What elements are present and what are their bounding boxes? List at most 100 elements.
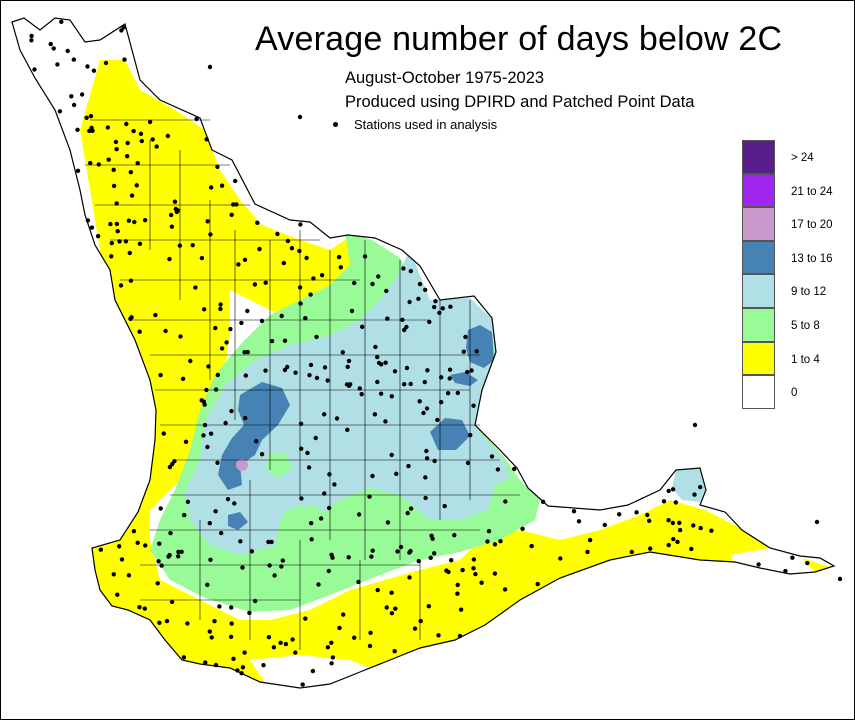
- station-dot: [272, 573, 277, 578]
- station-dot: [217, 604, 222, 609]
- station-dot: [243, 415, 248, 421]
- station-dot: [122, 57, 127, 62]
- station-dot: [205, 582, 210, 587]
- station-dot: [423, 475, 428, 480]
- station-dot: [318, 516, 324, 521]
- station-dot: [88, 114, 94, 119]
- station-dot: [398, 544, 404, 550]
- station-dot: [135, 540, 140, 545]
- station-dot: [645, 512, 650, 518]
- station-dot: [89, 225, 95, 230]
- station-dot: [199, 255, 205, 261]
- station-dot: [229, 621, 234, 626]
- station-dot: [322, 412, 327, 417]
- station-dot: [252, 282, 258, 287]
- colour-legend: > 24 21 to 24 17 to 20 13 to 16 9 to 12 …: [742, 140, 855, 409]
- station-dot: [435, 417, 440, 423]
- station-dot: [303, 616, 308, 621]
- station-dot: [255, 220, 260, 225]
- zone-13-to-16: [218, 382, 290, 490]
- station-dot: [293, 370, 298, 375]
- station-dot: [158, 506, 163, 511]
- legend-item: 17 to 20: [742, 207, 855, 241]
- station-dot: [194, 116, 199, 122]
- station-dot: [308, 292, 313, 297]
- station-dot: [576, 519, 582, 524]
- station-dot: [135, 161, 140, 166]
- station-dot: [790, 555, 795, 560]
- station-dot: [138, 131, 144, 136]
- legend-label: 17 to 20: [791, 219, 833, 232]
- station-dot: [503, 499, 508, 504]
- station-dot: [299, 446, 304, 451]
- station-dot: [461, 349, 466, 354]
- station-dot: [65, 48, 70, 54]
- station-dot: [85, 218, 91, 223]
- station-dot: [352, 635, 357, 640]
- station-dot: [455, 582, 460, 588]
- station-dot: [89, 125, 94, 131]
- station-dot: [329, 552, 334, 557]
- station-dot: [316, 582, 321, 587]
- station-dot: [212, 619, 217, 624]
- station-dot: [279, 564, 284, 569]
- station-dot: [692, 422, 698, 428]
- station-dot: [249, 549, 254, 554]
- station-dot: [471, 557, 477, 562]
- station-dot: [225, 497, 231, 502]
- station-dot: [219, 183, 225, 188]
- station-dot: [666, 488, 671, 494]
- station-dot: [368, 630, 373, 635]
- station-dot: [183, 439, 189, 444]
- station-dot: [179, 549, 184, 554]
- station-dot: [338, 265, 343, 270]
- station-dot: [240, 565, 245, 570]
- station-dot: [245, 349, 250, 355]
- station-dot: [206, 364, 211, 369]
- station-dot: [298, 222, 303, 227]
- station-dot: [448, 304, 453, 309]
- station-dot: [193, 285, 198, 290]
- station-dot: [177, 243, 182, 248]
- station-dot: [164, 618, 170, 624]
- legend-label: 9 to 12: [791, 286, 827, 299]
- zone-9-to-12: [672, 468, 708, 502]
- station-dot: [313, 435, 318, 441]
- legend-item: 13 to 16: [742, 240, 855, 275]
- station-dot: [418, 618, 423, 624]
- station-dot: [231, 202, 236, 207]
- station-dot: [468, 432, 473, 438]
- station-dot: [147, 119, 153, 125]
- station-dot: [305, 450, 310, 456]
- frost-zones: [70, 60, 834, 688]
- station-dot: [405, 510, 410, 516]
- station-dot: [447, 367, 453, 372]
- map-title: Average number of days below 2C: [255, 20, 783, 58]
- station-dot: [204, 137, 209, 142]
- station-dot: [455, 390, 460, 396]
- station-dot: [346, 555, 351, 560]
- station-dot: [282, 367, 288, 373]
- station-dot: [360, 324, 365, 329]
- station-dot: [492, 571, 498, 576]
- station-dot: [57, 109, 63, 114]
- legend-swatch: [742, 140, 775, 174]
- station-dot: [384, 288, 389, 294]
- station-dot: [247, 610, 252, 616]
- station-dot: [383, 360, 388, 365]
- station-dot: [326, 568, 331, 574]
- station-dot: [178, 334, 183, 339]
- station-dot: [111, 183, 117, 189]
- station-dot: [223, 420, 228, 426]
- station-dot: [71, 102, 77, 108]
- station-dot: [307, 373, 312, 378]
- station-dot: [495, 467, 501, 472]
- station-dot: [156, 559, 161, 564]
- station-dot: [452, 533, 457, 538]
- station-dot: [128, 316, 133, 321]
- station-dot: [325, 378, 330, 383]
- station-dot: [389, 452, 394, 458]
- station-dot: [671, 536, 676, 542]
- station-dot: [236, 262, 241, 267]
